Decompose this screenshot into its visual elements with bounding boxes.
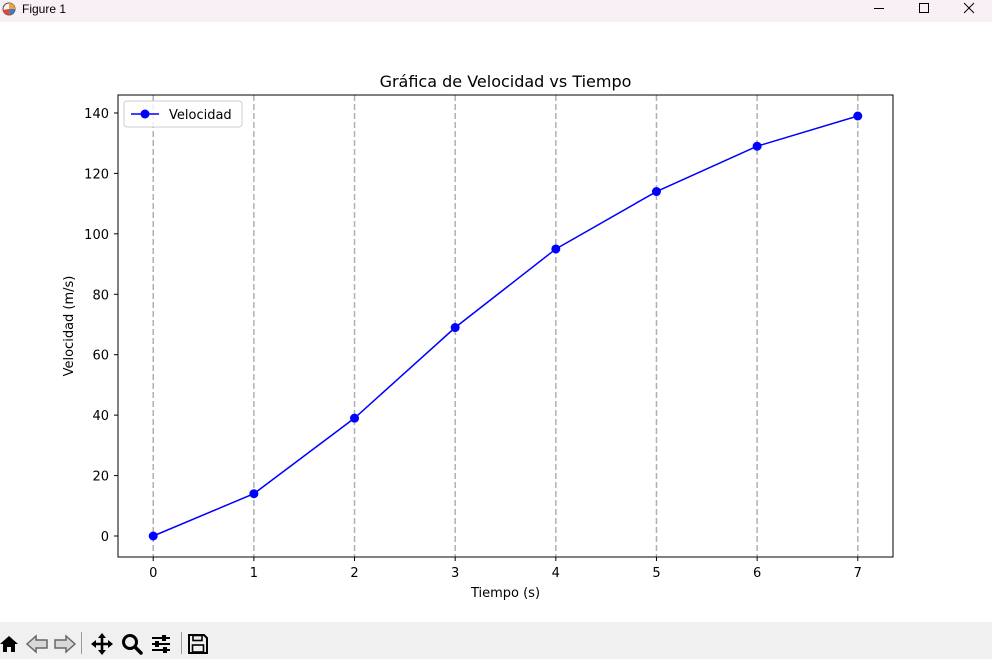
x-tick-label: 6	[753, 566, 761, 581]
maximize-button[interactable]	[901, 0, 947, 16]
configure-subplots-icon	[152, 635, 170, 653]
data-point[interactable]	[752, 141, 762, 151]
series-line-velocidad	[152, 115, 858, 537]
x-tick-label: 5	[652, 566, 660, 581]
forward-button[interactable]	[52, 631, 78, 657]
pan-button[interactable]	[89, 631, 115, 657]
y-tick-label: 40	[92, 409, 109, 424]
data-point[interactable]	[148, 531, 158, 541]
minimize-button[interactable]	[856, 0, 902, 16]
zoom-icon	[122, 634, 143, 655]
y-tick-label: 100	[84, 228, 109, 243]
configure-subplots-button[interactable]	[148, 631, 174, 657]
chart-title: Gráfica de Velocidad vs Tiempo	[380, 72, 632, 91]
x-tick-label: 4	[552, 566, 560, 581]
save-icon	[188, 634, 208, 654]
data-point[interactable]	[450, 323, 460, 333]
toolbar-separator	[181, 632, 182, 654]
toolbar-separator	[81, 632, 82, 654]
y-tick-label: 80	[92, 288, 109, 303]
y-tick-label: 140	[84, 107, 109, 122]
data-point[interactable]	[249, 489, 259, 499]
x-tick-label: 0	[149, 566, 157, 581]
legend-label: Velocidad	[169, 108, 232, 123]
y-tick-label: 60	[92, 349, 109, 364]
data-point[interactable]	[651, 187, 661, 197]
save-button[interactable]	[185, 631, 211, 657]
x-tick-label: 1	[250, 566, 258, 581]
minimize-icon	[874, 8, 884, 9]
pan-icon	[91, 633, 113, 655]
back-icon	[25, 634, 48, 654]
legend-box	[123, 100, 243, 128]
legend-marker-swatch	[140, 109, 150, 119]
x-tick-label: 7	[854, 566, 862, 581]
line-chart: 0 1 2 3 4 5 6 7 0 20 40 60 80 100 120 140 Gráfica de Ve…	[62, 72, 894, 601]
back-button[interactable]	[24, 631, 50, 657]
y-tick-label: 120	[84, 167, 109, 182]
y-tick-label: 20	[92, 470, 109, 485]
navigation-toolbar	[0, 622, 992, 659]
x-axis-label: Tiempo (s)	[470, 586, 540, 601]
data-point[interactable]	[551, 244, 561, 254]
close-button[interactable]	[946, 0, 992, 16]
y-tick-label: 0	[101, 530, 109, 545]
data-point[interactable]	[350, 413, 360, 423]
app-icon	[1, 1, 19, 17]
data-point[interactable]	[853, 111, 863, 121]
x-tick-label: 3	[451, 566, 459, 581]
window-title: Figure 1	[22, 2, 67, 16]
legend: Velocidad	[123, 100, 243, 128]
axes-frame	[117, 94, 894, 558]
maximize-icon	[919, 3, 929, 13]
title-bar: Figure 1	[0, 0, 992, 22]
zoom-button[interactable]	[119, 631, 145, 657]
close-icon	[963, 2, 975, 14]
y-axis-label: Velocidad (m/s)	[62, 276, 77, 377]
home-button[interactable]	[0, 631, 22, 657]
plot-area[interactable]: 0 1 2 3 4 5 6 7 0 20 40 60 80 100 120 140 Gráfica de Ve…	[0, 22, 992, 622]
x-tick-label: 2	[350, 566, 358, 581]
forward-icon	[54, 634, 77, 654]
home-icon	[0, 636, 18, 652]
